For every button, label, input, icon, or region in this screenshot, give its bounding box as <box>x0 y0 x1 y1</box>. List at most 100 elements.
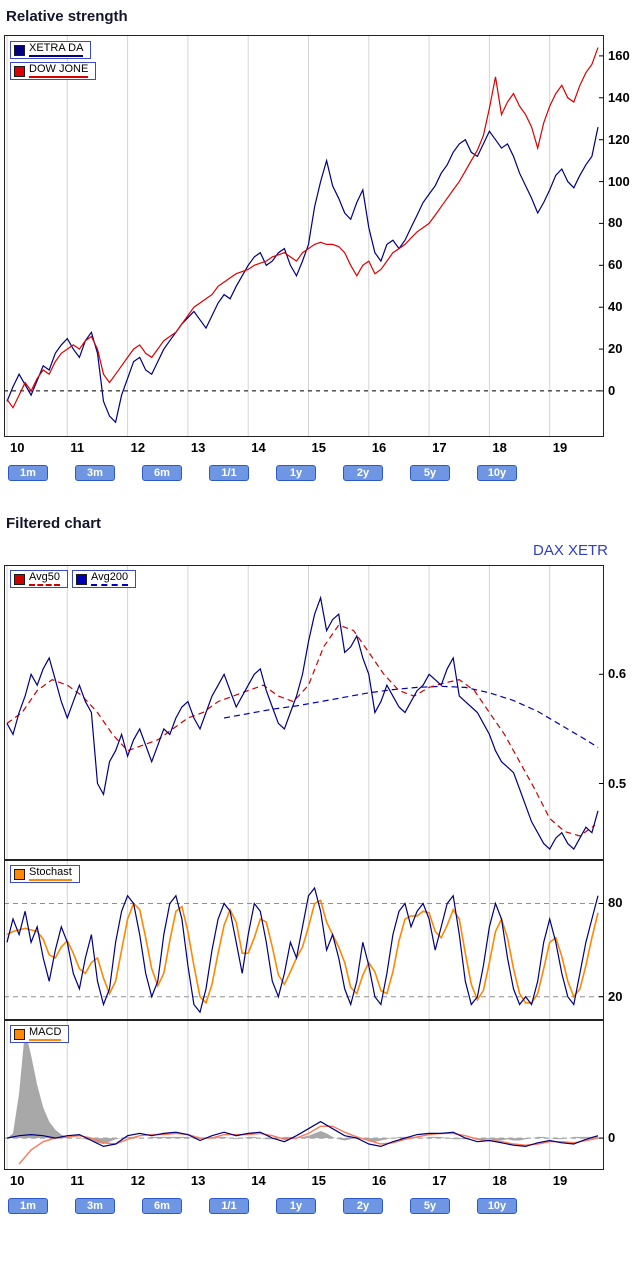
series-stochast-fast <box>6 886 599 1014</box>
xetra-da-swatch-icon <box>14 44 25 56</box>
y-axis-label: 40 <box>608 299 623 315</box>
y-axis-label: 0.6 <box>608 666 627 682</box>
x-axis-label: 17 <box>432 440 447 455</box>
y-axis-label: 160 <box>608 47 630 63</box>
series-xetra-da <box>6 126 599 424</box>
x-axis-label: 15 <box>311 1173 326 1188</box>
x-axis-label: 18 <box>492 1173 507 1188</box>
legend-label: XETRA DA <box>29 43 84 57</box>
filtered-chart-title: Filtered chart <box>6 515 102 532</box>
y-axis-label: 0 <box>608 382 616 398</box>
legend-item-dow-jone: DOW JONE <box>10 62 97 80</box>
panel-border <box>4 35 604 437</box>
panel-macd <box>4 1020 604 1170</box>
relative-strength-range-buttons: 1m 3m 6m 1/1 1y 2y 5y 10y <box>8 465 632 481</box>
panel-border <box>4 1020 604 1170</box>
range-button-1-1[interactable]: 1/1 <box>209 1198 249 1214</box>
x-axis-label: 10 <box>10 1173 25 1188</box>
range-button-5y[interactable]: 5y <box>410 1198 450 1214</box>
filtered-chart-x-axis: 10 11 12 13 14 15 16 17 18 19 <box>4 1172 604 1189</box>
series-dow-jone <box>6 47 599 409</box>
relative-strength-y-axis: 160 140 120 100 80 60 40 20 0 <box>604 35 632 437</box>
x-axis-label: 15 <box>311 440 326 455</box>
avg50-swatch-icon <box>14 573 25 585</box>
filtered-chart-section: Filtered chart DAX XETR 0.6 0.5 80 20 0 Avg5… <box>0 515 632 1214</box>
series-avg200 <box>223 685 599 749</box>
legend-item-avg200: Avg200 <box>72 570 137 588</box>
relative-strength-legend: XETRA DA DOW JONE <box>10 41 97 80</box>
x-axis-label: 16 <box>371 1173 387 1188</box>
range-button-6m[interactable]: 6m <box>142 1198 182 1214</box>
legend-item-avg50: Avg50 <box>10 570 68 588</box>
price-panel-legend: Avg50 Avg200 <box>10 570 137 588</box>
panel-border <box>4 860 604 1020</box>
relative-strength-chart: 160 140 120 100 80 60 40 20 0 XETRA DA DOW JONE <box>0 35 632 437</box>
panel-border <box>4 565 604 860</box>
macd-panel-legend: MACD <box>10 1025 70 1043</box>
filtered-chart-range-buttons: 1m 3m 6m 1/1 1y 2y 5y 10y <box>8 1198 632 1214</box>
x-axis-label: 14 <box>251 1173 266 1188</box>
range-button-3m[interactable]: 3m <box>75 465 115 481</box>
range-button-1m[interactable]: 1m <box>8 1198 48 1214</box>
x-axis-label: 16 <box>371 440 387 455</box>
x-axis-label: 12 <box>130 1173 146 1188</box>
legend-item-macd: MACD <box>10 1025 70 1043</box>
relative-strength-title: Relative strength <box>6 8 128 25</box>
x-axis-label: 19 <box>552 440 568 455</box>
y-axis-label: 20 <box>608 988 623 1004</box>
range-button-10y[interactable]: 10y <box>477 465 517 481</box>
filtered-chart-y-axis: 0.6 0.5 80 20 0 <box>604 565 632 1170</box>
panel-price <box>4 565 604 860</box>
y-axis-label: 80 <box>608 895 623 911</box>
legend-item-xetra-da: XETRA DA <box>10 41 92 59</box>
y-axis-label: 140 <box>608 89 630 105</box>
range-button-6m[interactable]: 6m <box>142 465 182 481</box>
range-button-2y[interactable]: 2y <box>343 1198 383 1214</box>
y-axis-label: 100 <box>608 173 630 189</box>
instrument-label: DAX XETR <box>532 542 608 559</box>
legend-label: MACD <box>29 1027 62 1041</box>
x-axis-label: 18 <box>492 440 507 455</box>
panel-relative-strength <box>4 35 604 437</box>
range-button-5y[interactable]: 5y <box>410 465 450 481</box>
stochastic-panel-legend: Stochast <box>10 865 80 883</box>
filtered-chart: 0.6 0.5 80 20 0 Avg50 Avg200 Stochast MACD <box>0 565 632 1170</box>
legend-label: DOW JONE <box>29 64 89 78</box>
macd-histogram <box>7 1029 598 1144</box>
range-button-1y[interactable]: 1y <box>276 1198 316 1214</box>
legend-label: Avg200 <box>91 572 129 586</box>
series-stochast-slow <box>6 899 599 1005</box>
y-axis-label: 120 <box>608 131 630 147</box>
panel-stochastic <box>4 860 604 1020</box>
x-axis-label: 12 <box>130 440 146 455</box>
range-button-1m[interactable]: 1m <box>8 465 48 481</box>
series-avg50 <box>6 624 596 837</box>
relative-strength-x-axis: 10 11 12 13 14 15 16 17 18 19 <box>4 439 604 456</box>
filtered-chart-plot <box>4 565 604 1170</box>
y-axis-label: 80 <box>608 215 623 231</box>
x-axis-label: 19 <box>552 1173 568 1188</box>
macd-swatch-icon <box>14 1028 25 1040</box>
x-axis-label: 13 <box>190 440 206 455</box>
x-axis-label: 10 <box>10 440 25 455</box>
x-axis-label: 11 <box>70 440 85 455</box>
y-axis-label: 0.5 <box>608 775 627 791</box>
range-button-3m[interactable]: 3m <box>75 1198 115 1214</box>
range-button-1-1[interactable]: 1/1 <box>209 465 249 481</box>
relative-strength-plot <box>4 35 604 437</box>
x-axis-label: 17 <box>432 1173 447 1188</box>
stochast-swatch-icon <box>14 868 25 880</box>
legend-label: Avg50 <box>29 572 60 586</box>
dow-jone-swatch-icon <box>14 65 25 77</box>
y-axis-label: 20 <box>608 341 623 357</box>
range-button-10y[interactable]: 10y <box>477 1198 517 1214</box>
series-macd <box>6 1120 599 1148</box>
x-axis-label: 13 <box>190 1173 206 1188</box>
relative-strength-section: Relative strength 160 140 120 100 80 60 40 20 0 … <box>0 8 632 481</box>
range-button-2y[interactable]: 2y <box>343 465 383 481</box>
y-axis-label: 0 <box>608 1130 616 1146</box>
x-axis-label: 14 <box>251 440 266 455</box>
range-button-1y[interactable]: 1y <box>276 465 316 481</box>
x-axis-label: 11 <box>70 1173 85 1188</box>
series-dax-xetr-ratio <box>6 595 599 851</box>
